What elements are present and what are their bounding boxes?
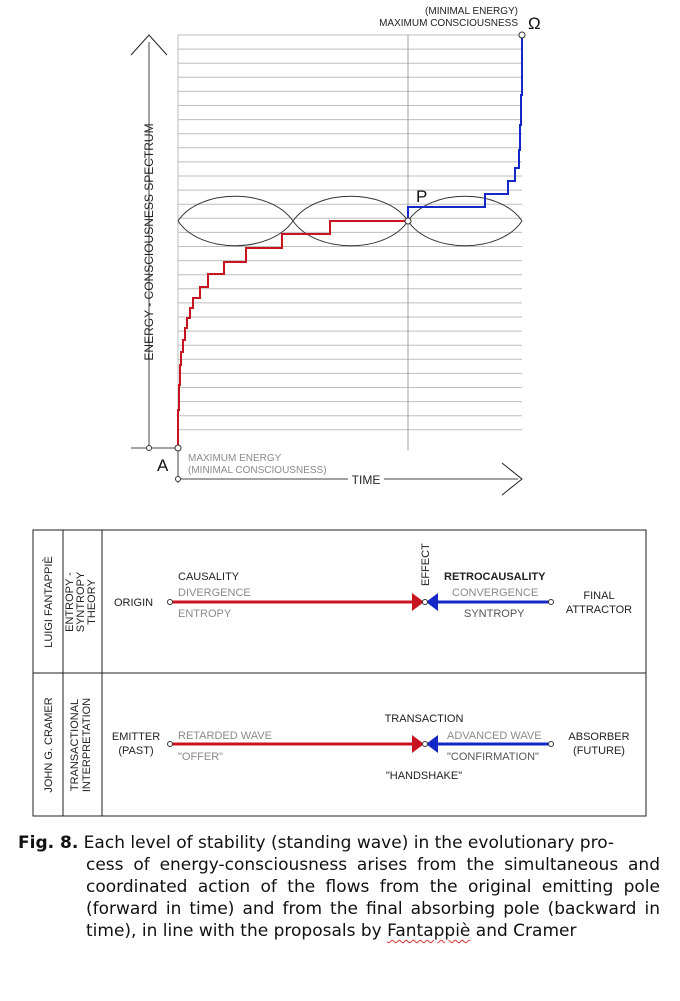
x-axis-label: TIME bbox=[352, 473, 381, 487]
effect-label: EFFECT bbox=[420, 543, 432, 586]
row2-forward-arrowhead bbox=[412, 735, 424, 753]
caption-name-fantappie: Fantappiè bbox=[387, 921, 471, 941]
y-axis-label: ENERGY - CONSCIOUSNESS SPECTRUM bbox=[142, 123, 156, 360]
point-omega-marker bbox=[518, 31, 526, 39]
offer-label: "OFFER" bbox=[178, 751, 223, 763]
retrocausality-label: RETROCAUSALITY bbox=[444, 571, 546, 583]
row2-theory-line2: INTERPRETATION bbox=[81, 698, 93, 792]
advanced-wave-label: ADVANCED WAVE bbox=[447, 730, 542, 742]
forward-time-curve bbox=[177, 220, 408, 448]
point-p-label: P bbox=[416, 187, 427, 206]
emitter-line2: (PAST) bbox=[118, 745, 153, 757]
caption-label: Fig. 8. bbox=[18, 833, 79, 853]
caption-body: cess of energy-consciousness arises from… bbox=[86, 855, 660, 941]
retarded-wave-label: RETARDED WAVE bbox=[178, 730, 272, 742]
grid bbox=[177, 34, 522, 448]
row1-theory-line1: ENTROPY - bbox=[64, 572, 76, 632]
y-axis-arrow bbox=[130, 34, 168, 56]
causality-label: CAUSALITY bbox=[178, 571, 240, 583]
diagram: ENERGY - CONSCIOUSNESS SPECTRUM TIME A P… bbox=[32, 6, 647, 817]
bottom-label-line1: MAXIMUM ENERGY bbox=[188, 453, 282, 464]
final-attractor-line1: FINAL bbox=[583, 590, 614, 602]
transaction-label: TRANSACTION bbox=[385, 713, 464, 725]
row2-author: JOHN G. CRAMER bbox=[43, 697, 55, 792]
comparison-table bbox=[32, 529, 647, 817]
row2-absorber-marker bbox=[548, 741, 554, 747]
row2-transaction-marker bbox=[422, 741, 428, 747]
confirmation-label: "CONFIRMATION" bbox=[447, 751, 539, 763]
entropy-label: ENTROPY bbox=[178, 608, 232, 620]
time-label-bg bbox=[348, 472, 384, 486]
absorber-line2: (FUTURE) bbox=[573, 745, 625, 757]
convergence-label: CONVERGENCE bbox=[452, 587, 538, 599]
divergence-label: DIVERGENCE bbox=[178, 587, 251, 599]
caption-tail: and Cramer bbox=[470, 921, 577, 941]
row2-emitter-marker bbox=[167, 741, 173, 747]
row2-backward-arrowhead bbox=[426, 735, 438, 753]
row1-origin-marker bbox=[167, 599, 173, 605]
final-attractor-line2: ATTRACTOR bbox=[566, 604, 632, 616]
standing-waves bbox=[177, 195, 523, 247]
y-axis-origin-marker bbox=[146, 445, 152, 451]
handshake-label: "HANDSHAKE" bbox=[386, 770, 462, 782]
point-omega-label: Ω bbox=[528, 14, 541, 33]
row1-effect-marker bbox=[422, 599, 428, 605]
row1-forward-arrowhead bbox=[412, 593, 424, 611]
syntropy-label: SYNTROPY bbox=[464, 608, 525, 620]
row2-theory-line1: TRANSACTIONAL bbox=[69, 699, 81, 791]
absorber-line1: ABSORBER bbox=[568, 731, 629, 743]
caption-first-line: Each level of stability (standing wave) … bbox=[78, 833, 615, 853]
x-axis-arrow bbox=[501, 462, 523, 496]
emitter-line1: EMITTER bbox=[112, 731, 160, 743]
backward-time-curve bbox=[407, 35, 523, 221]
point-p-marker bbox=[404, 217, 412, 225]
top-label-line2: MAXIMUM CONSCIOUSNESS bbox=[379, 18, 518, 29]
top-label-line1: (MINIMAL ENERGY) bbox=[425, 6, 518, 17]
row1-theory-line3: THEORY bbox=[86, 579, 98, 625]
row1-author: LUIGI FANTAPPIÈ bbox=[42, 556, 55, 648]
row1-theory-line2: SYNTROPY bbox=[75, 571, 87, 632]
point-a-marker bbox=[174, 444, 182, 452]
row1-final-marker bbox=[548, 599, 554, 605]
bottom-label-line2: (MINIMAL CONSCIOUSNESS) bbox=[188, 465, 327, 476]
row1-backward-arrowhead bbox=[426, 593, 438, 611]
point-a-label: A bbox=[157, 456, 169, 475]
figure-caption: Fig. 8. Each level of stability (standin… bbox=[18, 832, 660, 942]
x-axis-origin-marker bbox=[175, 476, 181, 482]
origin-label: ORIGIN bbox=[114, 597, 153, 609]
